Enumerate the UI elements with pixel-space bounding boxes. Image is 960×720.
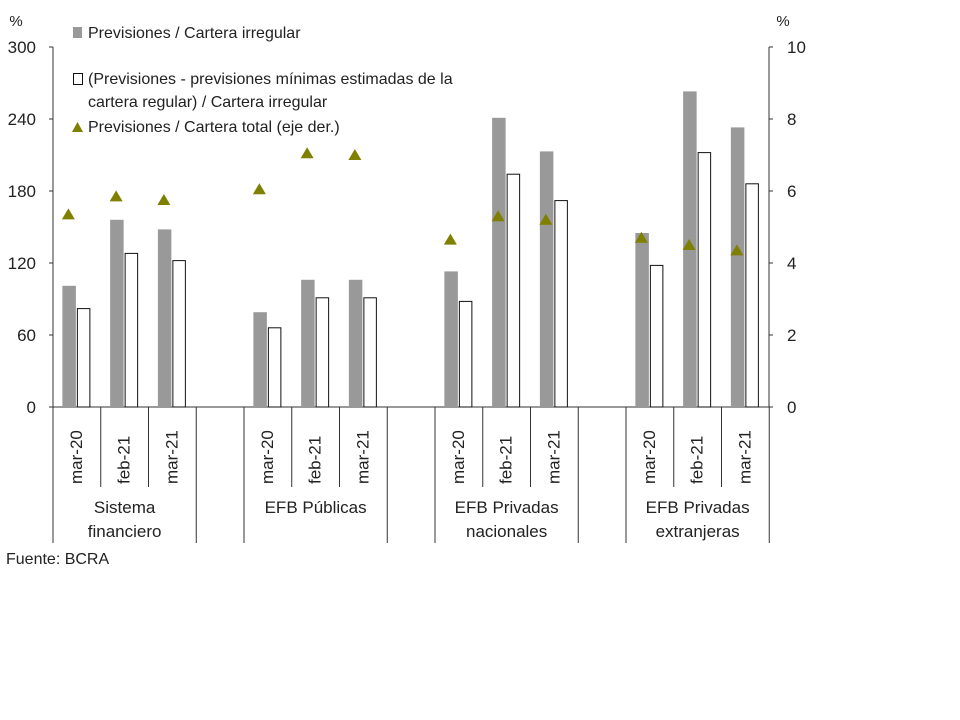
legend-label-prev-total: Previsiones / Cartera total (eje der.) — [88, 119, 340, 136]
legend-swatch-prev-irregular — [73, 27, 82, 38]
bar-previsiones-netas-cartera-irregular — [172, 260, 186, 408]
bar-previsiones-netas-cartera-irregular — [76, 308, 91, 408]
category-label: feb-21 — [115, 436, 134, 484]
bar-previsiones-netas-cartera-irregular — [458, 300, 473, 408]
bar-previsiones-netas-cartera-irregular — [649, 264, 664, 408]
bar-previsiones-cartera-irregular — [539, 151, 554, 407]
category-label: feb-21 — [497, 436, 516, 484]
bar-previsiones-netas-cartera-irregular — [124, 252, 139, 408]
left-tick-label: 0 — [27, 398, 36, 417]
markers-layer — [61, 147, 744, 256]
bar-previsiones-cartera-irregular — [730, 127, 745, 408]
bar-previsiones-cartera-irregular — [635, 233, 649, 407]
marker-previsiones-cartera-total — [634, 231, 648, 243]
right-tick-label: 6 — [787, 182, 796, 201]
bar-previsiones-netas-cartera-irregular — [363, 297, 377, 408]
bar-previsiones-cartera-irregular — [110, 219, 124, 407]
marker-previsiones-cartera-total — [252, 183, 266, 195]
right-tick-label: 2 — [787, 326, 796, 345]
left-tick-label: 180 — [8, 182, 36, 201]
group-label: financiero — [88, 522, 162, 541]
marker-previsiones-cartera-total — [300, 147, 314, 159]
marker-previsiones-cartera-total — [491, 210, 505, 222]
category-label: feb-21 — [688, 436, 707, 484]
bar-previsiones-cartera-irregular — [253, 312, 267, 407]
legend: Previsiones / Cartera irregular (Previsi… — [72, 25, 453, 136]
bars-layer — [62, 91, 759, 408]
legend-label-prev-net-line1: (Previsiones - previsiones mínimas estim… — [88, 71, 453, 88]
category-label: feb-21 — [306, 436, 325, 484]
left-tick-label: 60 — [17, 326, 36, 345]
marker-previsiones-cartera-total — [443, 233, 457, 245]
source-note: Fuente: BCRA — [6, 551, 109, 568]
bar-previsiones-netas-cartera-irregular — [745, 183, 759, 408]
legend-swatch-prev-net — [73, 73, 83, 85]
labels-layer: 0 60 120 180 240 300 0 2 4 6 8 10 mar-20 feb-21 mar-21… — [8, 38, 806, 541]
legend-label-prev-irregular: Previsiones / Cartera irregular — [88, 25, 301, 42]
bar-previsiones-cartera-irregular — [62, 285, 76, 407]
bar-previsiones-netas-cartera-irregular — [506, 173, 521, 408]
right-tick-label: 8 — [787, 110, 796, 129]
marker-previsiones-cartera-total — [157, 194, 171, 205]
category-label: mar-21 — [353, 430, 372, 484]
marker-previsiones-cartera-total — [61, 208, 75, 220]
category-label: mar-20 — [67, 430, 86, 484]
group-label: EFB Públicas — [265, 498, 367, 517]
right-axis: % — [776, 13, 789, 30]
category-label: mar-20 — [258, 430, 277, 484]
category-label: mar-21 — [162, 430, 181, 484]
marker-previsiones-cartera-total — [109, 190, 123, 202]
category-label: mar-21 — [544, 430, 563, 484]
left-tick-label: 300 — [8, 38, 36, 57]
left-tick-label: 240 — [8, 110, 36, 129]
group-label: EFB Privadas — [455, 498, 559, 517]
group-label: nacionales — [466, 522, 547, 541]
axes-layer — [49, 46, 773, 543]
bar-previsiones-netas-cartera-irregular — [554, 200, 568, 408]
group-label: extranjeras — [656, 522, 740, 541]
marker-previsiones-cartera-total — [539, 213, 553, 225]
category-label: mar-20 — [449, 430, 468, 484]
bar-previsiones-cartera-irregular — [157, 229, 172, 407]
left-axis: % — [9, 13, 22, 30]
legend-label-prev-net-line2: cartera regular) / Cartera irregular — [88, 94, 328, 111]
right-tick-label: 0 — [787, 398, 796, 417]
group-label: Sistema — [94, 498, 156, 517]
left-tick-label: 120 — [8, 254, 36, 273]
right-tick-label: 10 — [787, 38, 806, 57]
category-label: mar-21 — [735, 430, 754, 484]
bar-previsiones-netas-cartera-irregular — [315, 297, 330, 408]
bar-previsiones-netas-cartera-irregular — [697, 152, 712, 408]
legend-swatch-prev-total — [72, 122, 83, 132]
group-label: EFB Privadas — [646, 498, 750, 517]
category-label: mar-20 — [640, 430, 659, 484]
marker-previsiones-cartera-total — [730, 244, 744, 256]
bar-previsiones-cartera-irregular — [492, 117, 506, 408]
right-tick-label: 4 — [787, 254, 796, 273]
marker-previsiones-cartera-total — [348, 149, 362, 160]
bar-previsiones-cartera-irregular — [444, 271, 458, 407]
left-axis-unit: % — [9, 13, 22, 30]
bar-previsiones-netas-cartera-irregular — [267, 327, 282, 408]
right-axis-unit: % — [776, 13, 789, 30]
marker-previsiones-cartera-total — [682, 239, 696, 250]
bar-previsiones-cartera-irregular — [348, 279, 363, 407]
bar-previsiones-cartera-irregular — [301, 279, 315, 407]
